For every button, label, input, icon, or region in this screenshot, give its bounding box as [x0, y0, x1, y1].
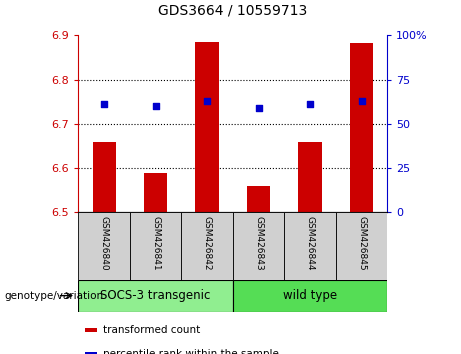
Point [152, 103, 160, 109]
Bar [144, 173, 167, 212]
Point [255, 105, 262, 110]
Text: wild type: wild type [283, 289, 337, 302]
Bar [350, 43, 373, 212]
Point [306, 101, 313, 107]
Bar [195, 42, 219, 212]
Text: percentile rank within the sample: percentile rank within the sample [103, 349, 279, 354]
Bar [247, 186, 270, 212]
Bar [336, 212, 387, 280]
Bar [93, 142, 116, 212]
Bar [284, 212, 336, 280]
Text: transformed count: transformed count [103, 325, 201, 335]
Text: GSM426844: GSM426844 [306, 216, 314, 270]
Bar [233, 212, 284, 280]
Text: SOCS-3 transgenic: SOCS-3 transgenic [100, 289, 211, 302]
Text: GSM426843: GSM426843 [254, 216, 263, 270]
Bar [78, 280, 233, 312]
Point [358, 98, 365, 104]
Point [203, 98, 211, 104]
Bar [298, 142, 322, 212]
Text: GSM426841: GSM426841 [151, 216, 160, 270]
Text: GSM426842: GSM426842 [202, 216, 212, 270]
Bar [84, 352, 97, 354]
Text: genotype/variation: genotype/variation [5, 291, 104, 301]
Bar [181, 212, 233, 280]
Bar [84, 328, 97, 332]
Text: GDS3664 / 10559713: GDS3664 / 10559713 [158, 4, 307, 18]
Bar [130, 212, 181, 280]
Point [100, 101, 108, 107]
Bar [233, 280, 387, 312]
Text: GSM426845: GSM426845 [357, 216, 366, 270]
Text: GSM426840: GSM426840 [100, 216, 109, 270]
Bar [78, 212, 130, 280]
